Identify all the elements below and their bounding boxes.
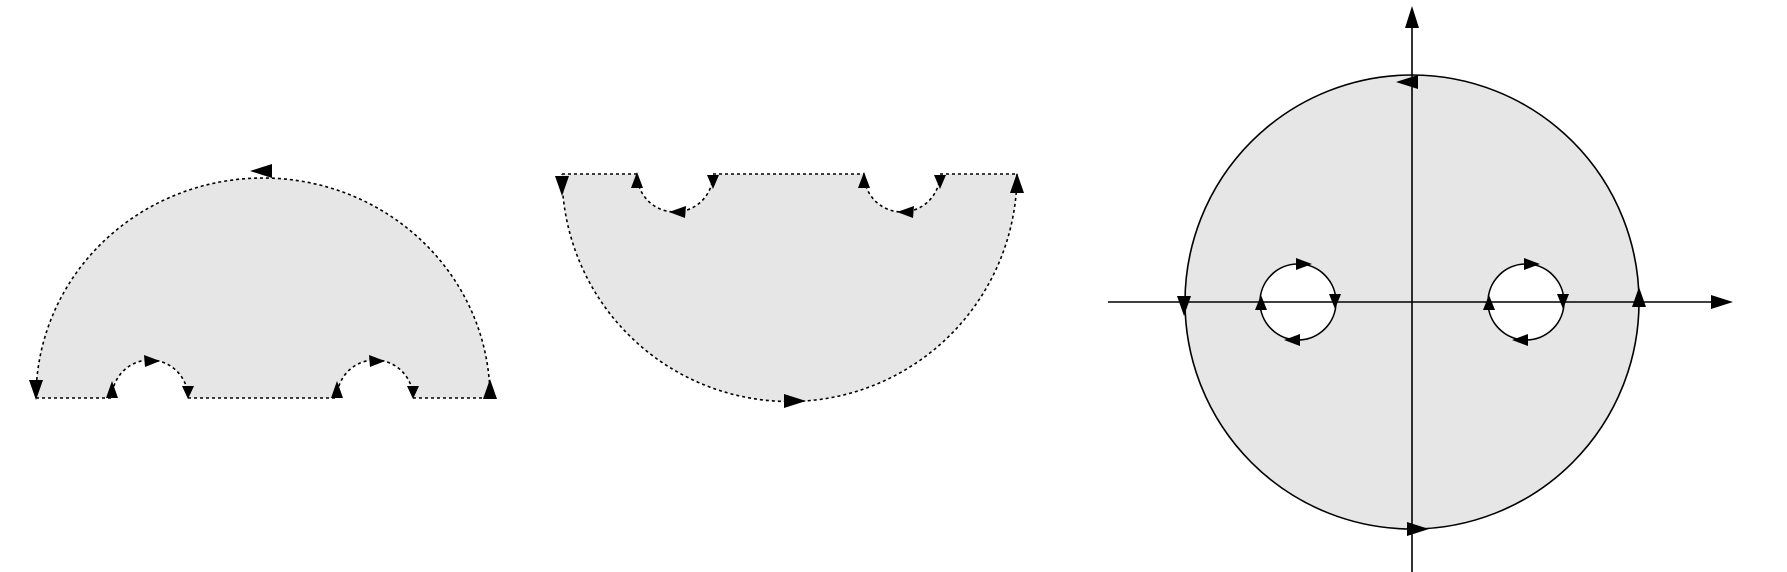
arrow-icon — [1329, 294, 1341, 309]
arrow-icon — [1483, 295, 1495, 310]
arrow-icon — [1396, 75, 1418, 89]
upper-indent-left — [111, 359, 189, 399]
arrow-icon — [897, 206, 914, 218]
arrow-icon — [1284, 334, 1300, 346]
arrow-icon — [369, 355, 385, 367]
arrow-icon — [1557, 294, 1569, 309]
upper-half-disk-panel — [29, 164, 497, 400]
arrow-icon — [1407, 522, 1429, 536]
y-axis-arrow-icon — [1405, 6, 1419, 28]
x-axis-arrow-icon — [1711, 295, 1733, 309]
arrow-icon — [407, 386, 419, 399]
arrow-icon — [555, 176, 569, 196]
arrow-icon — [331, 381, 343, 398]
upper-indent-right — [336, 359, 414, 399]
upper-big-arc — [35, 177, 491, 399]
arrow-icon — [144, 355, 160, 367]
arrow-icon — [858, 172, 870, 188]
lower-indent-left — [636, 173, 714, 213]
arrow-icon — [784, 394, 806, 408]
lower-indent-right — [863, 173, 941, 213]
arrow-icon — [1296, 258, 1312, 270]
arrow-icon — [250, 164, 272, 178]
arrow-icon — [182, 386, 194, 399]
arrow-icon — [1632, 287, 1646, 307]
arrow-icon — [106, 381, 118, 398]
arrow-icon — [707, 175, 719, 189]
arrow-icon — [1512, 334, 1528, 346]
lower-big-arc — [561, 173, 1018, 403]
arrow-icon — [1255, 295, 1267, 310]
arrow-icon — [483, 379, 497, 399]
arrow-icon — [631, 172, 643, 188]
arrow-icon — [1524, 258, 1540, 270]
upper-region-fill — [36, 178, 490, 398]
arrow-icon — [669, 206, 686, 218]
lower-region-fill — [562, 174, 1017, 402]
full-disk-panel — [1108, 6, 1733, 572]
arrow-icon — [1177, 296, 1191, 316]
lower-half-disk-panel — [555, 172, 1024, 408]
arrow-icon — [934, 175, 946, 189]
arrow-icon — [1010, 173, 1024, 193]
arrow-icon — [29, 380, 43, 400]
